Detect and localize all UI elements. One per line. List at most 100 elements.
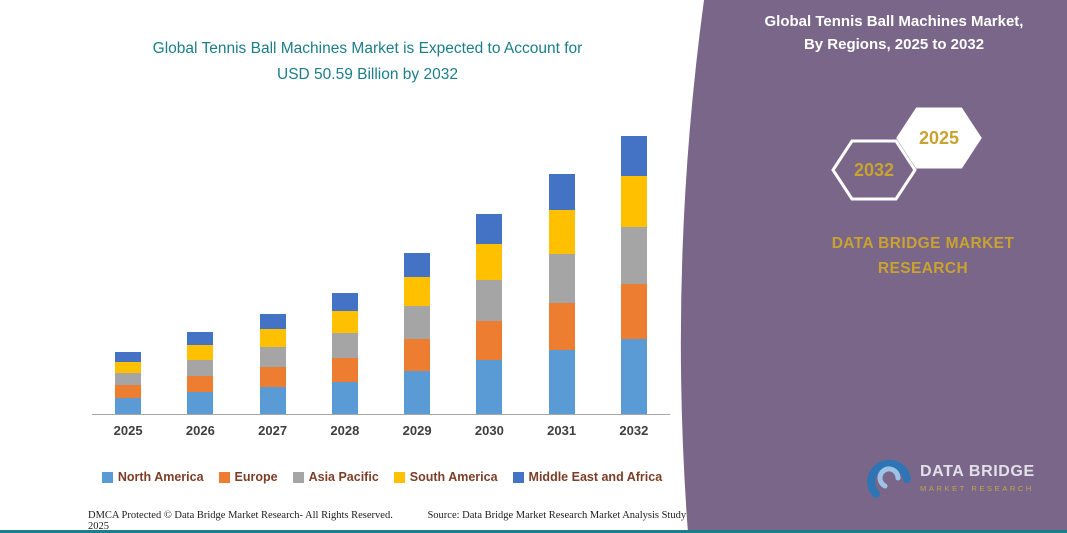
- x-axis-label: 2030: [474, 423, 504, 438]
- x-axis-label: 2025: [113, 423, 143, 438]
- bar-segment: [404, 339, 431, 371]
- legend-label: South America: [409, 470, 498, 484]
- bar-segment: [187, 376, 214, 392]
- bar-segment: [548, 174, 575, 211]
- bar-segment: [331, 357, 358, 382]
- stacked-bar: [115, 351, 142, 414]
- bar-column-2028: [309, 293, 381, 414]
- chart-title-line2: USD 50.59 Billion by 2032: [277, 65, 458, 83]
- legend-label: Asia Pacific: [308, 470, 379, 484]
- bar-segment: [259, 346, 286, 368]
- legend-item: South America: [393, 470, 498, 484]
- hexagon-badge-2032: 2032: [831, 139, 917, 201]
- bar-segment: [476, 360, 503, 414]
- panel-title-line1: Global Tennis Ball Machines Market,: [764, 13, 1024, 30]
- x-axis-label: 2032: [619, 423, 649, 438]
- bar-segment: [548, 210, 575, 254]
- bar-segment: [115, 361, 142, 373]
- chart-title-line1: Global Tennis Ball Machines Market is Ex…: [152, 40, 583, 57]
- panel-title-line2: By Regions, 2025 to 2032: [803, 36, 985, 54]
- legend-label: Middle East and Africa: [528, 470, 663, 484]
- data-bridge-logo-icon: [867, 459, 911, 498]
- bar-segment: [259, 387, 286, 414]
- stacked-bar: [187, 332, 214, 414]
- bar-segment: [115, 372, 142, 386]
- bar-column-2032: [598, 135, 670, 414]
- bar-segment: [187, 332, 214, 345]
- bar-segment: [404, 370, 431, 414]
- bar-segment: [476, 213, 503, 245]
- bar-segment: [187, 392, 214, 414]
- stacked-bar: [476, 213, 503, 414]
- bar-column-2025: [92, 351, 164, 414]
- bar-segment: [187, 344, 214, 360]
- stacked-bar: [404, 252, 431, 414]
- stacked-bar: [331, 293, 358, 414]
- legend-swatch-icon: [292, 471, 304, 483]
- brand-line2: RESEARCH: [877, 259, 969, 277]
- bar-segment: [115, 351, 142, 362]
- bar-segment: [259, 367, 286, 387]
- x-axis-label: 2028: [330, 423, 360, 438]
- bar-segment: [548, 253, 575, 303]
- bar-segment: [404, 277, 431, 307]
- bar-segment: [331, 293, 358, 312]
- bar-segment: [331, 381, 358, 414]
- legend-label: North America: [117, 470, 204, 484]
- bar-segment: [115, 385, 142, 398]
- bar-segment: [620, 135, 647, 177]
- stacked-bar: [620, 135, 647, 414]
- legend-label: Europe: [234, 470, 278, 484]
- bar-column-2031: [526, 174, 598, 414]
- source-note: Source: Data Bridge Market Research Mark…: [88, 510, 687, 532]
- bar-segment: [548, 349, 575, 414]
- bar-column-2029: [381, 252, 453, 414]
- data-bridge-logo: DATA BRIDGE MARKET RESEARCH: [865, 455, 1035, 501]
- legend-swatch-icon: [393, 471, 405, 483]
- dmca-notice: DMCA Protected © Data Bridge Market Rese…: [88, 510, 393, 521]
- bar-segment: [259, 313, 286, 329]
- bar-segment: [331, 333, 358, 358]
- legend-item: North America: [101, 470, 204, 484]
- legend-swatch-icon: [512, 471, 524, 483]
- bar-column-2027: [237, 313, 309, 414]
- chart-legend: North America Europe Asia Pacific South Ame…: [62, 470, 702, 484]
- logo-title: DATA BRIDGE: [920, 463, 1035, 480]
- hexagon-badge-2025: 2025: [896, 107, 982, 169]
- bar-segment: [115, 397, 142, 414]
- legend-item: Middle East and Africa: [512, 470, 663, 484]
- hexagon-2032-label: 2032: [854, 160, 894, 180]
- bar-segment: [620, 227, 647, 285]
- x-axis-label: 2031: [547, 423, 577, 438]
- stacked-bar: [548, 174, 575, 414]
- legend-swatch-icon: [101, 471, 113, 483]
- legend-item: Europe: [218, 470, 278, 484]
- bar-chart-plot: [92, 115, 670, 415]
- bar-column-2026: [164, 332, 236, 414]
- right-panel: Global Tennis Ball Machines Market, By R…: [640, 0, 1067, 533]
- hexagon-2025-label: 2025: [919, 128, 959, 148]
- bar-segment: [476, 280, 503, 322]
- bar-segment: [404, 306, 431, 340]
- bar-segment: [620, 338, 647, 414]
- logo-subtitle: MARKET RESEARCH: [920, 484, 1034, 493]
- stacked-bar: [259, 313, 286, 414]
- panel-title: Global Tennis Ball Machines Market, By R…: [728, 10, 1060, 57]
- footer: DMCA Protected © Data Bridge Market Rese…: [88, 510, 688, 532]
- bottom-accent-line: [0, 530, 1067, 533]
- chart-title: Global Tennis Ball Machines Market is Ex…: [55, 36, 680, 87]
- x-axis-label: 2026: [185, 423, 215, 438]
- brand-line1: DATA BRIDGE MARKET: [831, 235, 1015, 252]
- x-axis-label: 2027: [258, 423, 288, 438]
- bar-segment: [331, 311, 358, 334]
- x-axis-label: 2029: [402, 423, 432, 438]
- bar-segment: [548, 302, 575, 350]
- bar-segment: [620, 284, 647, 339]
- bar-column-2030: [453, 213, 525, 414]
- bar-segment: [476, 244, 503, 281]
- brand-wordmark: DATA BRIDGE MARKET RESEARCH: [763, 232, 1067, 282]
- bar-segment: [259, 328, 286, 347]
- bar-segment: [404, 252, 431, 278]
- legend-swatch-icon: [218, 471, 230, 483]
